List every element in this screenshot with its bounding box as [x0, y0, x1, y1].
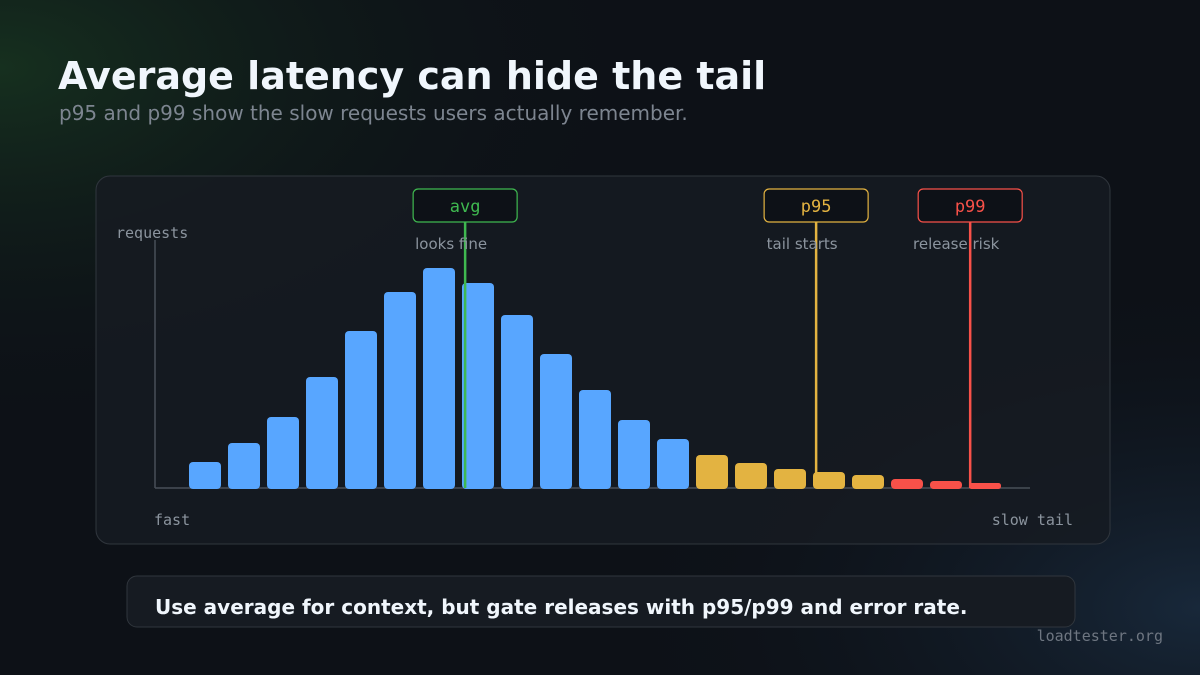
x-axis-label: fast — [154, 511, 190, 529]
marker-box — [917, 188, 1023, 223]
bar — [852, 475, 884, 489]
marker-label: p99 — [955, 197, 986, 217]
bar — [696, 455, 728, 489]
marker-note: release risk — [913, 235, 1000, 253]
bar — [462, 283, 494, 489]
bar — [813, 472, 845, 489]
bar — [306, 377, 338, 489]
bar — [930, 481, 962, 489]
bar — [774, 469, 806, 489]
marker-box — [412, 188, 518, 223]
marker-note: looks fine — [415, 235, 487, 253]
bar — [657, 439, 689, 489]
bar — [189, 462, 221, 489]
takeaway: Use average for context, but gate releas… — [155, 595, 968, 619]
bar — [618, 420, 650, 489]
bar — [345, 331, 377, 489]
brand: loadtester.org — [1037, 627, 1163, 645]
marker-box — [763, 188, 869, 223]
marker-label: p95 — [801, 197, 832, 217]
title: Average latency can hide the tail — [58, 54, 766, 98]
takeaway-box — [126, 575, 1076, 628]
bar — [267, 417, 299, 489]
marker-label: avg — [450, 197, 481, 217]
bar — [891, 479, 923, 489]
bar — [501, 315, 533, 489]
bar — [423, 268, 455, 489]
subtitle: p95 and p99 show the slow requests users… — [59, 101, 688, 125]
bar — [579, 390, 611, 489]
bar — [540, 354, 572, 489]
marker-note: tail starts — [767, 235, 838, 253]
x-axis-label: slow tail — [992, 511, 1073, 529]
y-axis-label: requests — [116, 224, 188, 242]
bar — [969, 483, 1001, 489]
bar — [228, 443, 260, 489]
bar — [735, 463, 767, 489]
bar — [384, 292, 416, 489]
